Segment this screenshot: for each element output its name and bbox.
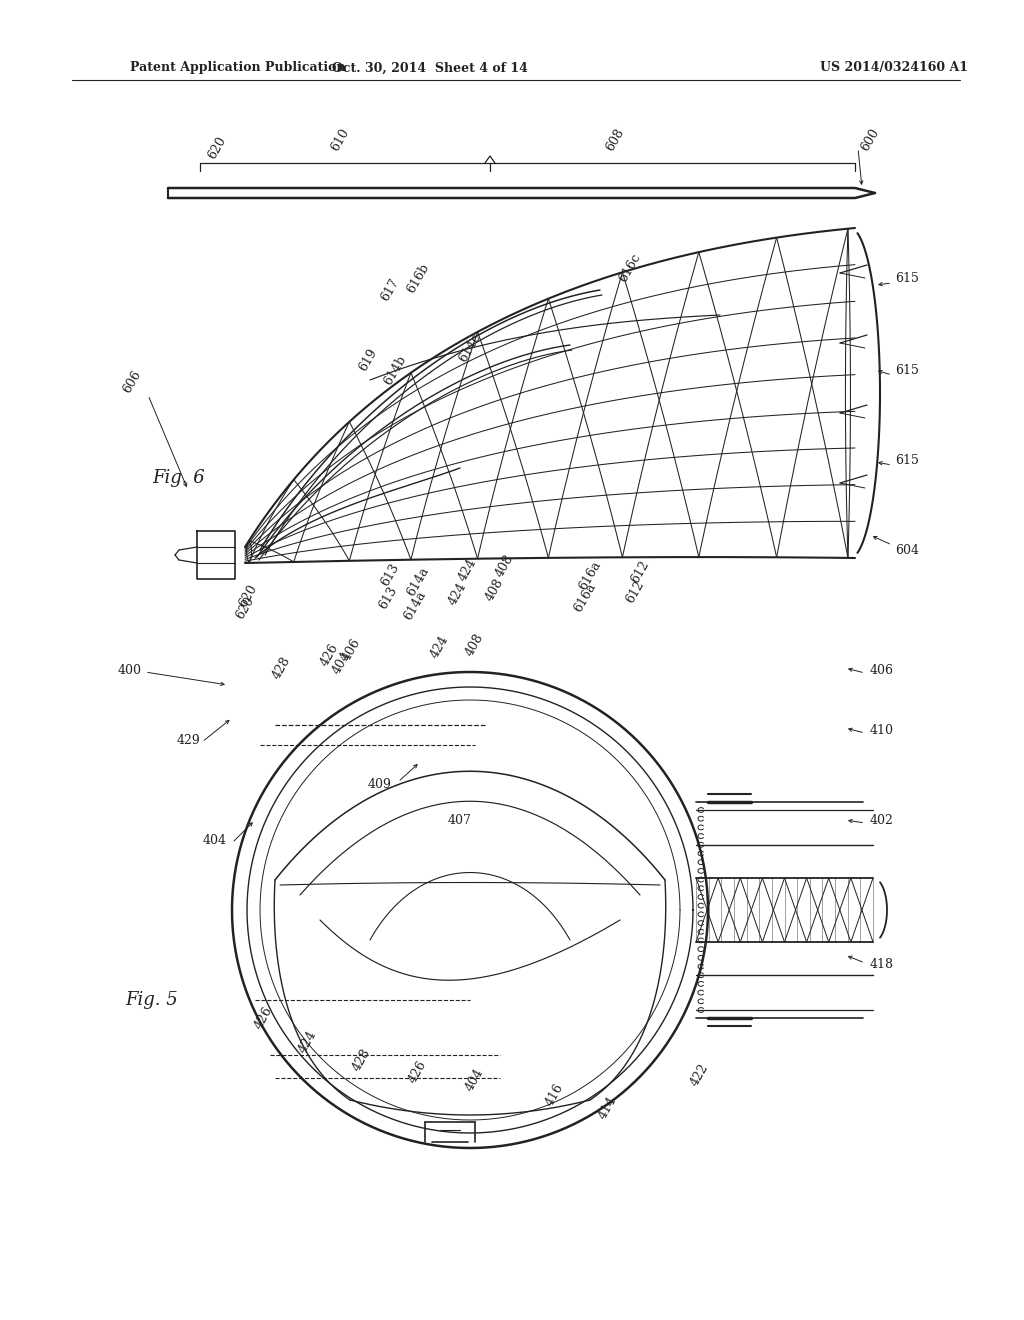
Text: 614b: 614b	[381, 352, 409, 387]
Text: Oct. 30, 2014  Sheet 4 of 14: Oct. 30, 2014 Sheet 4 of 14	[332, 62, 528, 74]
Text: 614a: 614a	[401, 589, 428, 623]
Text: 614c: 614c	[457, 331, 483, 364]
Text: 404: 404	[464, 1067, 486, 1094]
Text: 617: 617	[379, 276, 401, 304]
Text: 616a: 616a	[571, 581, 598, 615]
Text: 616c: 616c	[616, 251, 643, 285]
Text: US 2014/0324160 A1: US 2014/0324160 A1	[820, 62, 968, 74]
Text: 408: 408	[494, 552, 517, 579]
Text: 426: 426	[252, 1005, 275, 1032]
Text: 608: 608	[603, 127, 627, 153]
Text: 416: 416	[544, 1081, 566, 1109]
Text: 408: 408	[464, 631, 486, 659]
Text: 615: 615	[895, 272, 919, 285]
Text: 620: 620	[233, 594, 257, 622]
Text: 407: 407	[449, 813, 472, 826]
Text: 402: 402	[870, 813, 894, 826]
Text: 604: 604	[895, 544, 919, 557]
Text: 418: 418	[870, 958, 894, 972]
Text: 409: 409	[368, 779, 392, 792]
Text: 612: 612	[629, 558, 651, 586]
Text: 620: 620	[205, 135, 228, 161]
Text: 616b: 616b	[404, 261, 432, 296]
Text: 426: 426	[318, 642, 342, 669]
Text: 408: 408	[483, 577, 507, 603]
Text: Patent Application Publication: Patent Application Publication	[130, 62, 345, 74]
Text: 422: 422	[688, 1061, 712, 1089]
Text: 428: 428	[270, 655, 294, 681]
Text: 424: 424	[428, 634, 452, 660]
Text: 600: 600	[858, 127, 882, 153]
Text: 619: 619	[356, 346, 380, 374]
Text: Fig. 6: Fig. 6	[152, 469, 205, 487]
Text: 615: 615	[895, 363, 919, 376]
Text: 606: 606	[121, 368, 143, 396]
Text: 610: 610	[329, 127, 351, 153]
Text: 424: 424	[446, 581, 470, 607]
Text: 429: 429	[176, 734, 200, 747]
Text: 620: 620	[237, 582, 260, 610]
Text: 428: 428	[350, 1047, 374, 1073]
Text: 615: 615	[895, 454, 919, 466]
Text: 424: 424	[296, 1028, 319, 1056]
Text: 404: 404	[331, 649, 353, 677]
Text: 613: 613	[377, 585, 399, 611]
Text: 612: 612	[624, 578, 646, 606]
Text: 426: 426	[407, 1059, 430, 1085]
Text: 616a: 616a	[577, 560, 603, 593]
Text: 613: 613	[379, 561, 401, 589]
Text: 406: 406	[870, 664, 894, 676]
Text: 404: 404	[203, 833, 227, 846]
Text: 406: 406	[340, 636, 364, 664]
Text: 424: 424	[457, 557, 479, 583]
Text: 414: 414	[596, 1094, 620, 1122]
Text: 400: 400	[118, 664, 142, 676]
Text: 410: 410	[870, 723, 894, 737]
Text: 614a: 614a	[404, 565, 431, 599]
Text: Fig. 5: Fig. 5	[125, 991, 178, 1008]
